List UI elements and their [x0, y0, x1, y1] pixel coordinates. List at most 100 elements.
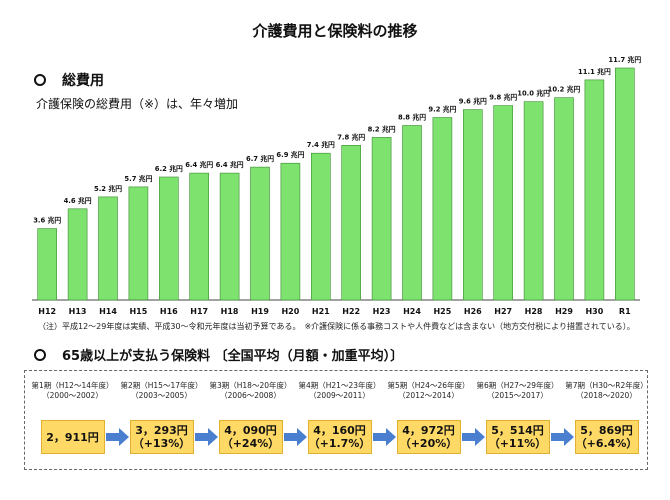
bar-H28 — [523, 101, 544, 301]
section-total-cost-label: 総費用 — [62, 73, 104, 89]
premium-amount: 3，293円 — [135, 424, 188, 437]
bar-H20 — [280, 162, 301, 301]
period-years: （2009〜2011） — [309, 391, 370, 400]
period-years: （2000〜2002） — [42, 391, 103, 400]
premium-amount: 5，869円 — [580, 424, 633, 437]
total-cost-bar-chart: 3.6 兆円 H12 4.6 兆円 H13 5.2 兆円 H14 5.7 兆円 H15 6.2 … — [32, 55, 641, 316]
data-label-H18: 6.4 兆円 — [216, 160, 244, 169]
chart-footnote: （注）平成12〜29年度は実績、平成30〜令和元年度は当初予算である。 ※介護保… — [38, 322, 635, 331]
period-years: （2015〜2017） — [487, 391, 548, 400]
x-tick-H13: H13 — [69, 307, 87, 316]
x-tick-H21: H21 — [312, 307, 330, 316]
x-tick-H24: H24 — [403, 307, 421, 316]
data-label-H12: 3.6 兆円 — [33, 216, 61, 225]
section-premium-heading: 65歳以上が支払う保険料 〔全国平均（月額・加重平均）〕 — [34, 345, 403, 364]
bar-H17 — [189, 172, 209, 301]
premium-box: 3，293円 （+13%） — [129, 420, 194, 454]
right-arrow-icon — [461, 428, 485, 446]
period-name: 第5期（H24〜26年度） — [387, 381, 470, 390]
premium-change: （+24%） — [221, 437, 280, 450]
section-total-cost-subheading: 介護保険の総費用（※）は、年々増加 — [36, 97, 239, 111]
period-label: 第5期（H24〜26年度） （2012〜2014） — [384, 381, 474, 401]
x-tick-H15: H15 — [129, 307, 147, 316]
premium-periods-box — [24, 370, 648, 470]
x-tick-H17: H17 — [190, 307, 208, 316]
period-name: 第1期（H12〜14年度） — [31, 381, 114, 390]
data-label-H29: 10.2 兆円 — [548, 85, 581, 94]
x-tick-R1: R1 — [619, 307, 631, 316]
data-label-R1: 11.7 兆円 — [608, 55, 641, 64]
x-tick-H25: H25 — [433, 307, 451, 316]
period-years: （2012〜2014） — [398, 391, 459, 400]
premium-amount: 5，514円 — [491, 424, 544, 437]
premium-change: （+13%） — [132, 437, 191, 450]
x-tick-H16: H16 — [160, 307, 178, 316]
section-premium-label: 65歳以上が支払う保険料 〔全国平均（月額・加重平均）〕 — [62, 349, 404, 364]
period-name: 第3期（H18〜20年度） — [209, 381, 292, 390]
data-label-H27: 9.8 兆円 — [489, 93, 517, 102]
premium-amount: 4，090円 — [224, 424, 277, 437]
data-label-H21: 7.4 兆円 — [307, 140, 335, 149]
x-tick-H27: H27 — [494, 307, 512, 316]
bar-H26 — [462, 109, 483, 301]
premium-box: 5，869円 （+6.4%） — [574, 420, 639, 454]
bar-H15 — [128, 186, 149, 301]
period-label: 第2期（H15〜17年度） （2003〜2005） — [117, 381, 207, 401]
period-label: 第6期（H27〜29年度） （2015〜2017） — [473, 381, 563, 401]
bar-H18 — [219, 172, 240, 301]
bar-H16 — [159, 176, 179, 301]
period-name: 第6期（H27〜29年度） — [476, 381, 559, 390]
premium-change: （+1.7%） — [308, 437, 371, 450]
page-title: 介護費用と保険料の推移 — [252, 22, 418, 40]
bar-R1 — [614, 67, 635, 301]
bar-H25 — [432, 117, 453, 301]
premium-amount: 2，911円 — [46, 430, 99, 444]
bar-H22 — [341, 145, 362, 301]
premium-box: 4，160円 （+1.7%） — [307, 420, 372, 454]
period-name: 第4期（H21〜23年度） — [298, 381, 381, 390]
right-arrow-icon — [194, 428, 218, 446]
data-label-H23: 8.2 兆円 — [368, 124, 396, 133]
premium-change: （+20%） — [399, 437, 458, 450]
x-tick-H14: H14 — [99, 307, 117, 316]
premium-amount: 4，160円 — [313, 424, 366, 437]
period-label: 第7期（H30〜R2年度） （2018〜2020） — [562, 381, 652, 401]
x-tick-H28: H28 — [525, 307, 543, 316]
bar-H24 — [402, 125, 422, 301]
period-name: 第2期（H15〜17年度） — [120, 381, 203, 390]
data-label-H28: 10.0 兆円 — [517, 89, 550, 98]
right-arrow-icon — [372, 428, 396, 446]
data-label-H15: 5.7 兆円 — [124, 174, 152, 183]
x-tick-H30: H30 — [585, 307, 603, 316]
data-label-H14: 5.2 兆円 — [94, 184, 122, 193]
bar-H23 — [371, 137, 392, 301]
right-arrow-icon — [283, 428, 307, 446]
premium-amount: 4，972円 — [402, 424, 455, 437]
circle-bullet-icon — [34, 74, 46, 86]
data-label-H19: 6.7 兆円 — [246, 154, 274, 163]
right-arrow-icon — [105, 428, 129, 446]
right-arrow-icon — [550, 428, 574, 446]
data-label-H24: 8.8 兆円 — [398, 113, 426, 122]
data-label-H17: 6.4 兆円 — [185, 160, 213, 169]
bar-H27 — [493, 105, 514, 301]
data-label-H25: 9.2 兆円 — [428, 105, 456, 114]
data-label-H13: 4.6 兆円 — [64, 196, 92, 205]
x-tick-H19: H19 — [251, 307, 269, 316]
data-label-H16: 6.2 兆円 — [155, 164, 183, 173]
bar-H30 — [584, 79, 605, 301]
section-total-cost-heading: 総費用 — [34, 70, 104, 90]
period-years: （2006〜2008） — [220, 391, 281, 400]
bar-H12 — [37, 228, 58, 301]
period-label: 第3期（H18〜20年度） （2006〜2008） — [206, 381, 296, 401]
x-tick-H26: H26 — [464, 307, 482, 316]
premium-box: 5，514円 （+11%） — [485, 420, 550, 454]
x-tick-H29: H29 — [555, 307, 573, 316]
premium-change: （+6.4%） — [575, 437, 638, 450]
period-years: （2003〜2005） — [131, 391, 192, 400]
bar-H29 — [554, 97, 574, 301]
circle-bullet-icon — [34, 349, 46, 361]
x-tick-H12: H12 — [38, 307, 56, 316]
period-label: 第1期（H12〜14年度） （2000〜2002） — [28, 381, 118, 401]
premium-box: 4，972円 （+20%） — [396, 420, 461, 454]
